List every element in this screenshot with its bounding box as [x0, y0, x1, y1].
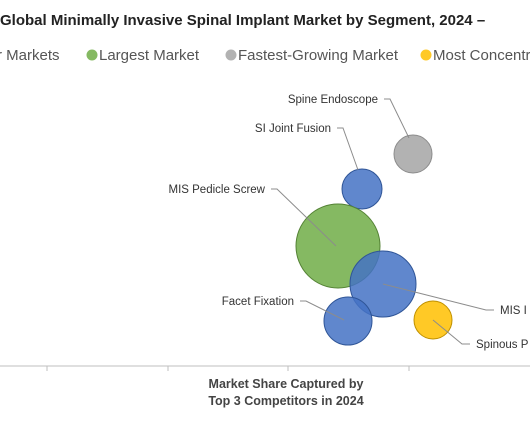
callout-leader-line [271, 188, 337, 247]
legend-marker [86, 49, 98, 61]
bubble-layer [295, 134, 453, 346]
bubble-facet-fixation [323, 296, 373, 346]
x-axis-label-line-1: Market Share Captured by [209, 377, 364, 391]
x-axis-label-line-2: Top 3 Competitors in 2024 [208, 394, 363, 408]
bubble-spine-endoscope [393, 134, 433, 174]
legend-label: Most Concentr [433, 47, 530, 64]
callout-leader-line [300, 300, 345, 321]
bubble-si-joint-fusion [341, 168, 383, 210]
callout-leader-line [382, 283, 494, 311]
chart-title: Global Minimally Invasive Spinal Implant… [0, 12, 485, 29]
callout-leader-line [384, 98, 410, 139]
chart-legend: r Markets Largest Market Fastest-Growing M… [0, 47, 530, 64]
data-label: Facet Fixation [222, 296, 294, 308]
data-label: MIS I [500, 305, 527, 317]
data-label: Spinous P [476, 339, 529, 351]
callout-leader-line [432, 319, 470, 345]
legend-label: Largest Market [99, 47, 200, 64]
data-label: MIS Pedicle Screw [168, 184, 265, 196]
x-axis [0, 365, 530, 371]
data-label: SI Joint Fusion [255, 123, 331, 135]
legend-marker [420, 49, 432, 61]
data-label: Spine Endoscope [288, 94, 378, 106]
legend-marker [225, 49, 237, 61]
callout-layer: Spine Endoscope SI Joint Fusion MIS Pedicl… [168, 94, 528, 351]
legend-label: Fastest-Growing Market [238, 47, 399, 64]
callout-leader-line [337, 127, 359, 171]
legend-label: r Markets [0, 47, 60, 64]
